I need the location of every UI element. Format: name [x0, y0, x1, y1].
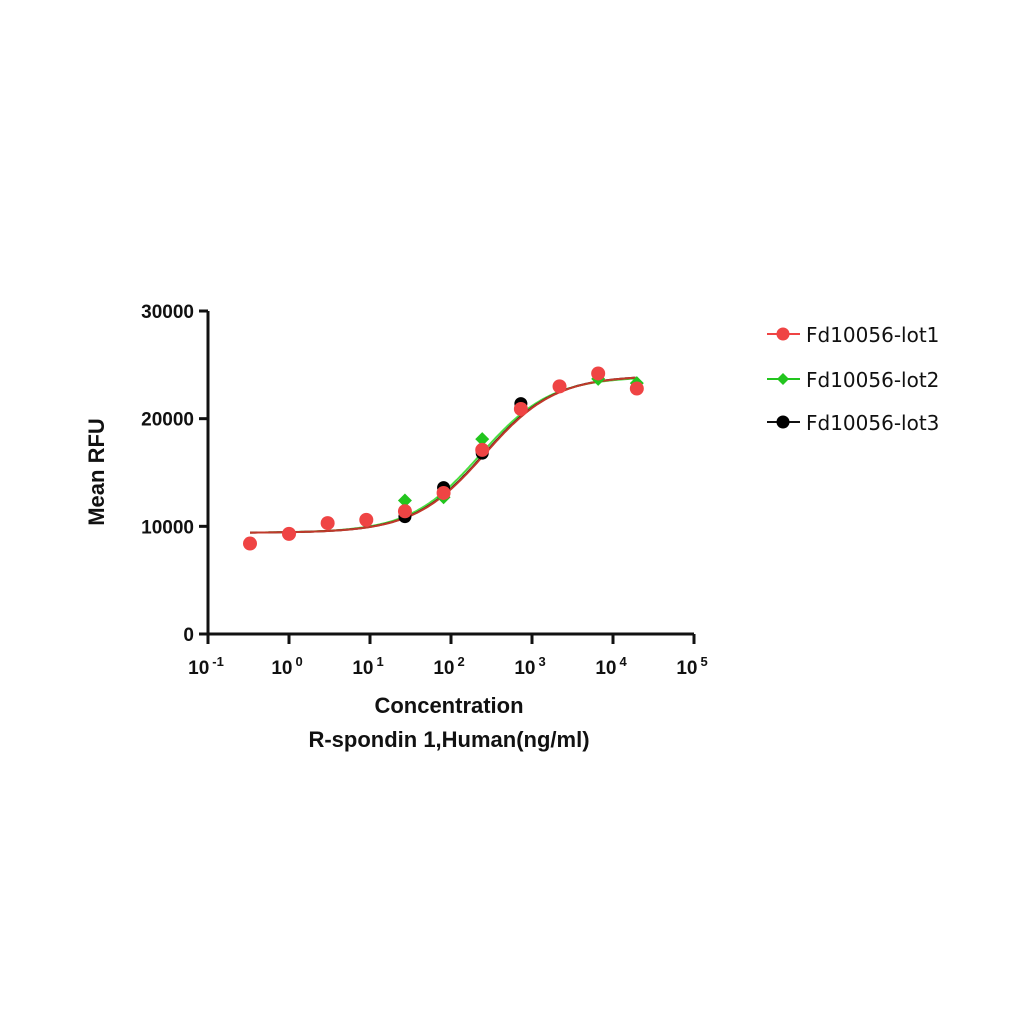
- x-tick-label: 10 -1: [188, 654, 224, 679]
- x-tick-label: 10 3: [514, 654, 545, 679]
- data-point-circle: [591, 366, 606, 381]
- data-point-circle: [475, 442, 490, 457]
- x-tick-label: 10 4: [595, 654, 627, 679]
- data-point-circle: [552, 379, 567, 394]
- data-point-diamond: [397, 493, 412, 508]
- data-point-circle: [513, 401, 528, 416]
- data-point-circle: [242, 536, 257, 551]
- legend-circle-icon: [776, 415, 790, 429]
- y-axis-title: Mean RFU: [84, 418, 109, 526]
- fit-curve-Fd10056-lot2: [250, 377, 636, 534]
- legend: Fd10056-lot1 Fd10056-lot2 Fd10056-lot3: [767, 323, 939, 435]
- legend-item: Fd10056-lot1: [767, 323, 939, 347]
- y-tick-label: 0: [183, 625, 194, 646]
- data-point-circle: [282, 526, 296, 541]
- x-axis-title-line2: R-spondin 1,Human(ng/ml): [308, 727, 589, 752]
- y-tick-label: 10000: [141, 517, 194, 538]
- x-axis-title-line1: Concentration: [374, 693, 523, 718]
- legend-label: Fd10056-lot3: [806, 411, 939, 435]
- y-tick-label: 30000: [141, 302, 194, 323]
- x-axis: 10 -1 10 0 10 1 10 2 10 3 10 4 10 5: [188, 632, 708, 679]
- data-point-diamond: [475, 432, 490, 447]
- y-axis: 0 10000 20000 30000: [141, 302, 210, 646]
- x-tick-label: 10 1: [352, 654, 383, 679]
- data-point-circle: [629, 381, 644, 396]
- data-point-circle: [359, 512, 374, 527]
- x-tick-label: 10 2: [433, 654, 464, 679]
- legend-circle-icon: [776, 327, 790, 341]
- legend-diamond-icon: [777, 373, 789, 385]
- data-point-circle: [436, 485, 451, 500]
- data-point-circle: [320, 516, 335, 531]
- legend-label: Fd10056-lot1: [806, 323, 939, 347]
- plot-area: [242, 366, 644, 551]
- x-tick-label: 10 0: [271, 654, 302, 679]
- legend-item: Fd10056-lot2: [767, 368, 939, 392]
- legend-label: Fd10056-lot2: [806, 368, 939, 392]
- fit-curve-Fd10056-lot3: [250, 376, 636, 534]
- legend-item: Fd10056-lot3: [767, 411, 939, 435]
- y-tick-label: 20000: [141, 410, 194, 431]
- data-point-circle: [397, 504, 412, 519]
- fit-curve-Fd10056-lot1: [250, 376, 636, 534]
- x-tick-label: 10 5: [676, 654, 707, 679]
